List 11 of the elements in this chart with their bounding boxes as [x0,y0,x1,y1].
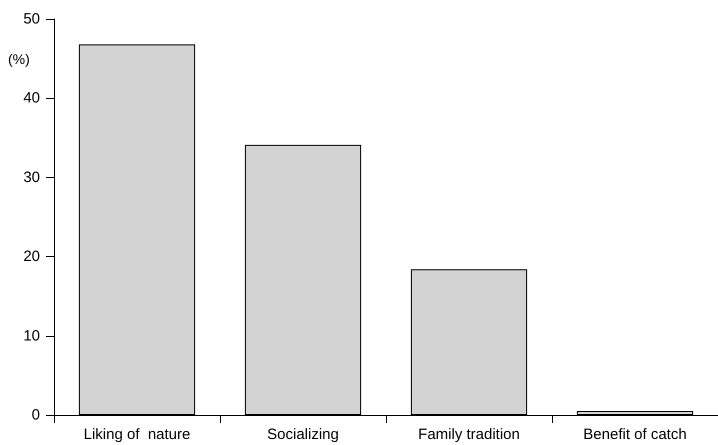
y-tick-label: 30 [23,168,40,186]
y-tick-label: 50 [23,10,40,28]
x-tick-label: Liking of nature [84,426,190,443]
y-tick-label: 0 [32,406,40,424]
x-tick-label: Socializing [267,426,339,443]
y-axis-title: (%) [8,51,30,67]
y-tick-label: 20 [23,248,40,266]
y-tick-label: 10 [23,327,40,344]
y-tick-label: 40 [23,90,40,107]
x-tick-label: Benefit of catch [583,426,687,443]
x-tick-label: Family tradition [418,426,520,443]
